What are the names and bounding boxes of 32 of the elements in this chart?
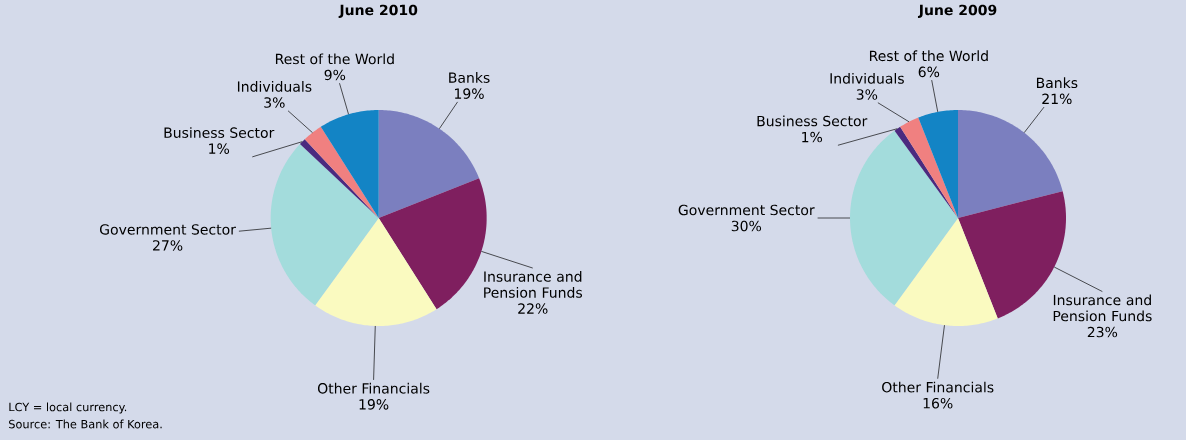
slice-label: Insurance and Pension Funds xyxy=(1053,294,1152,322)
data-label: 22% xyxy=(518,303,548,314)
data-label: 3% xyxy=(264,97,285,108)
data-label: 23% xyxy=(1087,326,1118,338)
slice-label: Insurance and Pension Funds xyxy=(484,271,583,298)
slice-label: Individuals xyxy=(830,72,904,84)
data-label: 19% xyxy=(455,88,484,99)
data-label: 16% xyxy=(923,397,953,409)
data-label: 9% xyxy=(324,69,346,81)
chart-title: June 2009 xyxy=(917,4,997,18)
slice-label: Other Financials xyxy=(317,382,430,394)
data-label: 27% xyxy=(153,240,183,251)
data-label: 1% xyxy=(209,143,230,154)
slice-label: Rest of the World xyxy=(869,50,988,62)
data-label: 19% xyxy=(359,399,389,410)
data-label: 3% xyxy=(856,89,878,100)
data-label: 30% xyxy=(731,220,762,232)
slice-label: Other Financials xyxy=(882,381,994,393)
data-label: 1% xyxy=(802,131,823,143)
slice-label: Business Sector xyxy=(164,127,275,138)
slice-label: Rest of the World xyxy=(275,53,394,65)
data-label: 21% xyxy=(1042,93,1072,105)
slice-label: Government Sector xyxy=(678,204,815,216)
slice-label: Business Sector xyxy=(757,115,868,127)
slice-label: Government Sector xyxy=(99,224,236,235)
slice-label: Individuals xyxy=(237,81,312,92)
source-note: Source: The Bank of Korea. xyxy=(9,419,162,429)
slice-label: Banks xyxy=(1036,77,1078,89)
chart-title: June 2010 xyxy=(338,4,418,18)
slice-label: Banks xyxy=(449,72,490,83)
data-label: 6% xyxy=(918,66,940,78)
text: LCY = local currency. xyxy=(9,402,127,414)
